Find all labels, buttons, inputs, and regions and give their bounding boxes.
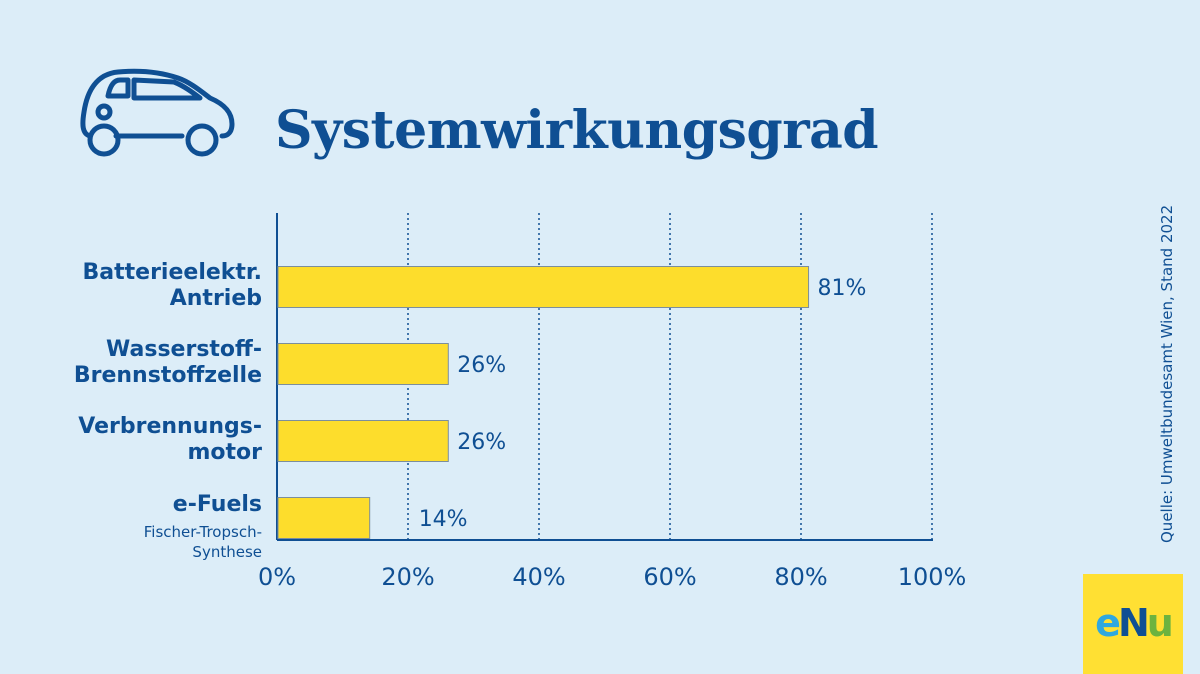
source-note: Quelle: Umweltbundesamt Wien, Stand 2022 <box>1158 204 1176 543</box>
value-label-0: 81% <box>818 276 867 301</box>
x-tick-label-40: 40% <box>512 563 565 591</box>
category-label-line: e-Fuels <box>172 492 262 517</box>
category-label-3: e-Fuels <box>173 492 262 518</box>
enu-logo: eNu <box>1083 574 1183 674</box>
category-label-1: Wasserstoff- Brennstoffzelle <box>74 337 262 389</box>
category-label-line: Brennstoffzelle <box>73 363 262 388</box>
category-label-line: Verbrennungs- <box>78 414 262 439</box>
logo-part-3: u <box>1146 601 1174 645</box>
car-icon <box>80 68 235 157</box>
page-title: Systemwirkungsgrad <box>275 100 879 161</box>
value-label-1: 26% <box>457 353 506 378</box>
x-tick-label-80: 80% <box>774 563 827 591</box>
x-tick-label-60: 60% <box>643 563 696 591</box>
logo-text: eNu <box>1083 601 1183 645</box>
x-tick-label-20: 20% <box>381 563 434 591</box>
logo-part-2: N <box>1117 601 1150 645</box>
bar-2 <box>277 420 449 462</box>
category-sublabel-3: Fischer-Tropsch- Synthese <box>144 522 262 562</box>
x-tick-label-0: 0% <box>258 563 296 591</box>
category-label-0: Batterieelektr. Antrieb <box>83 260 262 312</box>
category-sublabel-line: Fischer-Tropsch- <box>143 523 262 541</box>
category-sublabel-line: Synthese <box>192 543 262 561</box>
category-label-line: motor <box>187 440 262 465</box>
logo-part-1: e <box>1095 601 1121 645</box>
category-label-line: Wasserstoff- <box>106 337 262 362</box>
bar-0 <box>277 266 810 308</box>
bar-chart: 81% 26% 26% 14% 0% 20% 40% 60% 80% 100% <box>258 213 967 591</box>
bar-1 <box>277 343 449 385</box>
value-label-2: 26% <box>457 430 506 455</box>
bar-3 <box>277 497 371 539</box>
category-label-2: Verbrennungs-motor <box>78 414 262 466</box>
category-label-line: Batterieelektr. <box>82 260 262 285</box>
value-label-3: 14% <box>419 507 468 532</box>
category-label-line: Antrieb <box>169 286 262 311</box>
x-tick-label-100: 100% <box>898 563 967 591</box>
